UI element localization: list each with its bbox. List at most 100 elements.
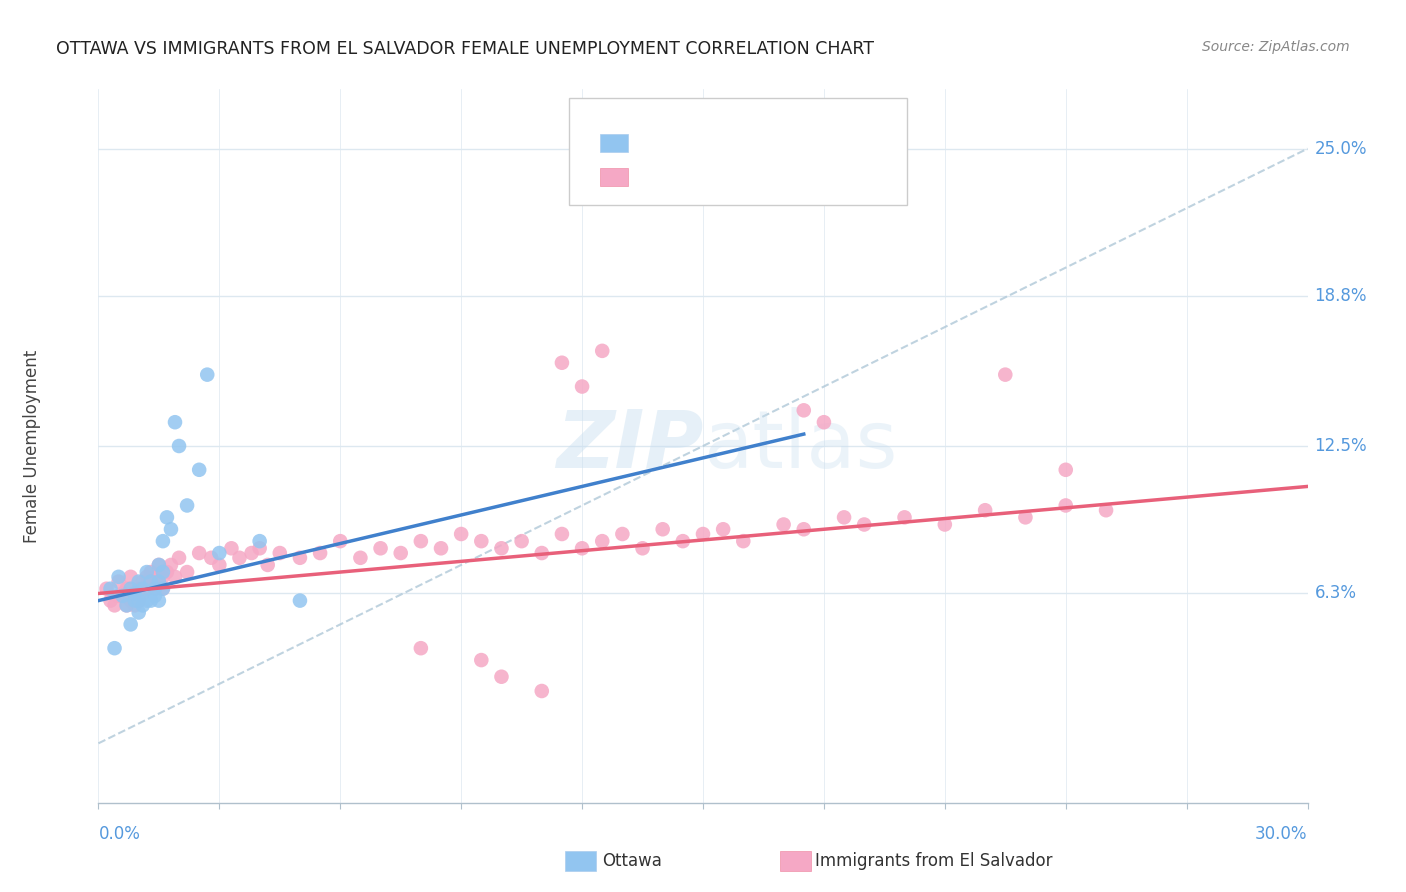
Point <box>208 546 231 560</box>
Point <box>1095 503 1118 517</box>
Point <box>672 534 695 549</box>
Point <box>139 574 162 589</box>
Point <box>491 670 513 684</box>
Point <box>1054 499 1077 513</box>
Point <box>152 565 174 579</box>
Point <box>143 589 166 603</box>
Point <box>107 589 129 603</box>
Point <box>591 343 613 358</box>
Point <box>160 522 183 536</box>
Point <box>139 574 162 589</box>
Point <box>167 550 190 565</box>
Point <box>974 503 997 517</box>
Point <box>530 684 553 698</box>
Point <box>100 582 122 596</box>
Point <box>733 534 755 549</box>
Text: Immigrants from El Salvador: Immigrants from El Salvador <box>815 852 1053 870</box>
Point <box>135 593 157 607</box>
Point <box>139 593 162 607</box>
Point <box>430 541 453 556</box>
Point <box>221 541 243 556</box>
Point <box>124 599 146 613</box>
Point <box>120 570 142 584</box>
Point <box>103 599 125 613</box>
Point <box>152 582 174 596</box>
Point <box>128 574 150 589</box>
Point <box>143 570 166 584</box>
Text: Ottawa: Ottawa <box>602 852 662 870</box>
Text: 30.0%: 30.0% <box>1256 825 1308 843</box>
Point <box>188 463 211 477</box>
Point <box>612 527 634 541</box>
Point <box>309 546 332 560</box>
Point <box>832 510 855 524</box>
Point <box>389 546 412 560</box>
Point <box>228 550 250 565</box>
Text: R = 0.329: R = 0.329 <box>636 134 725 152</box>
Point <box>132 586 155 600</box>
Point <box>208 558 231 572</box>
Point <box>135 565 157 579</box>
Point <box>124 586 146 600</box>
Text: 25.0%: 25.0% <box>1315 140 1367 158</box>
Point <box>893 510 915 524</box>
Point <box>651 522 673 536</box>
Point <box>111 589 134 603</box>
Point <box>409 641 432 656</box>
Point <box>551 356 574 370</box>
Point <box>450 527 472 541</box>
Point <box>269 546 291 560</box>
Point <box>148 574 170 589</box>
Point <box>120 617 142 632</box>
Point <box>1054 463 1077 477</box>
Point <box>128 593 150 607</box>
Point <box>551 527 574 541</box>
Point <box>148 574 170 589</box>
Point <box>156 565 179 579</box>
Point <box>107 570 129 584</box>
Point <box>115 599 138 613</box>
Point <box>470 534 492 549</box>
Point <box>692 527 714 541</box>
Point <box>491 541 513 556</box>
Point <box>139 565 162 579</box>
Point <box>135 570 157 584</box>
Point <box>409 534 432 549</box>
Point <box>132 599 155 613</box>
Point <box>148 593 170 607</box>
Point <box>994 368 1017 382</box>
Point <box>288 593 311 607</box>
Point <box>115 582 138 596</box>
Point <box>167 439 190 453</box>
Text: R = 0.256: R = 0.256 <box>636 168 725 186</box>
Point <box>349 550 371 565</box>
Point <box>115 599 138 613</box>
Point <box>111 586 134 600</box>
Point <box>143 582 166 596</box>
Point <box>772 517 794 532</box>
Point <box>249 534 271 549</box>
Point <box>793 403 815 417</box>
Point <box>470 653 492 667</box>
Text: Source: ZipAtlas.com: Source: ZipAtlas.com <box>1202 40 1350 54</box>
Point <box>132 582 155 596</box>
Point <box>132 574 155 589</box>
Point <box>195 368 218 382</box>
Text: 6.3%: 6.3% <box>1315 584 1357 602</box>
Point <box>152 570 174 584</box>
Point <box>249 541 271 556</box>
Text: OTTAWA VS IMMIGRANTS FROM EL SALVADOR FEMALE UNEMPLOYMENT CORRELATION CHART: OTTAWA VS IMMIGRANTS FROM EL SALVADOR FE… <box>56 40 875 58</box>
Point <box>152 534 174 549</box>
Point <box>240 546 263 560</box>
Point <box>176 499 198 513</box>
Point <box>591 534 613 549</box>
Point <box>256 558 278 572</box>
Point <box>163 415 186 429</box>
Point <box>128 593 150 607</box>
Point <box>124 593 146 607</box>
Point <box>160 558 183 572</box>
Point <box>107 574 129 589</box>
Point <box>1014 510 1036 524</box>
Text: 0.0%: 0.0% <box>98 825 141 843</box>
Point <box>188 546 211 560</box>
